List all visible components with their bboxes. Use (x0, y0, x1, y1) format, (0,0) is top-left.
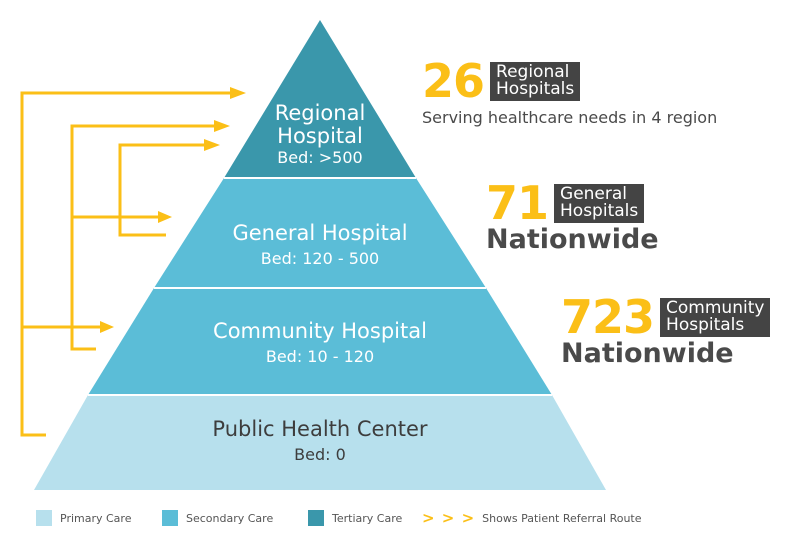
tier-name-public-health: Public Health Center (212, 417, 428, 441)
chevron-arrows-icon: > > > (422, 509, 476, 527)
legend-swatch-primary (36, 510, 52, 526)
tier-secondary-community (88, 288, 552, 395)
stat-general-desc: Nationwide (486, 224, 659, 255)
referral-arrowhead (100, 321, 114, 333)
legend-swatch-secondary (162, 510, 178, 526)
tier-name-regional-line1: Regional (275, 101, 366, 125)
referral-arrowhead (204, 139, 220, 151)
stat-general-tag: General Hospitals (554, 183, 645, 223)
stat-community-count: 723 (561, 290, 655, 344)
referral-route-arrow (20, 91, 230, 437)
legend-label-secondary: Secondary Care (186, 511, 274, 525)
stat-general-count: 71 (486, 176, 549, 230)
legend-tertiary-care: Tertiary Care (308, 509, 402, 527)
stat-general: 71 General Hospitals Nationwide (486, 180, 659, 254)
legend-secondary-care: Secondary Care (162, 509, 273, 527)
tier-bed-regional: Bed: >500 (277, 148, 362, 167)
stat-community-tag: Community Hospitals (660, 297, 771, 337)
legend-label-referral: Shows Patient Referral Route (482, 511, 642, 525)
referral-arrowhead (230, 87, 246, 99)
legend-label-primary: Primary Care (60, 511, 132, 525)
stat-community-desc: Nationwide (561, 338, 734, 369)
referral-arrowhead (214, 120, 230, 132)
stat-regional-count: 26 (422, 54, 485, 108)
referral-route-arrow (70, 124, 214, 351)
tier-bed-general: Bed: 120 - 500 (261, 249, 379, 268)
legend-label-tertiary: Tertiary Care (332, 511, 403, 525)
legend-swatch-tertiary (308, 510, 324, 526)
legend-primary-care: Primary Care (36, 509, 131, 527)
tier-name-community: Community Hospital (213, 319, 427, 343)
legend-referral-route: > > > Shows Patient Referral Route (422, 509, 642, 527)
stat-regional-tag: Regional Hospitals (490, 61, 581, 101)
tier-tertiary-regional (224, 20, 416, 178)
tier-secondary-general (154, 178, 486, 288)
stat-regional-desc: Serving healthcare needs in 4 region (422, 108, 718, 127)
referral-arrowhead (158, 211, 172, 223)
tier-name-general: General Hospital (232, 221, 407, 245)
referral-route-arrow (118, 143, 204, 237)
tier-primary-public-health (34, 395, 606, 490)
stat-community: 723 Community Hospitals Nationwide (561, 290, 771, 369)
tier-bed-public-health: Bed: 0 (294, 445, 346, 464)
tier-name-regional-line2: Hospital (277, 124, 363, 148)
stat-regional: 26 Regional Hospitals Serving healthcare… (422, 58, 717, 127)
tier-bed-community: Bed: 10 - 120 (266, 347, 374, 366)
